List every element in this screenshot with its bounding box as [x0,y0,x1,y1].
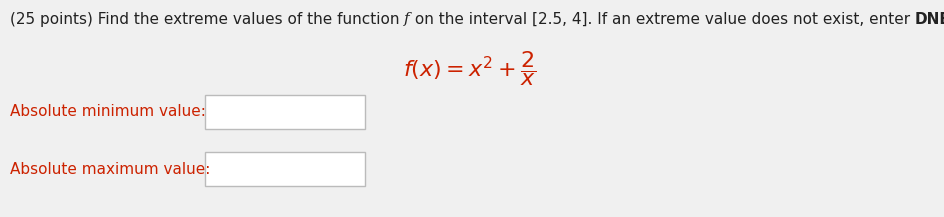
FancyBboxPatch shape [205,152,364,186]
Text: (25 points) Find the extreme values of the function: (25 points) Find the extreme values of t… [10,12,404,27]
Text: f: f [404,12,410,26]
Text: Absolute minimum value:: Absolute minimum value: [10,105,206,120]
Text: Absolute maximum value:: Absolute maximum value: [10,161,211,176]
Text: $f(x) = x^2 + \dfrac{2}{x}$: $f(x) = x^2 + \dfrac{2}{x}$ [403,49,536,89]
Text: on the interval [2.5, 4]. If an extreme value does not exist, enter: on the interval [2.5, 4]. If an extreme … [410,12,914,27]
Text: DNE: DNE [914,12,944,27]
FancyBboxPatch shape [205,95,364,129]
